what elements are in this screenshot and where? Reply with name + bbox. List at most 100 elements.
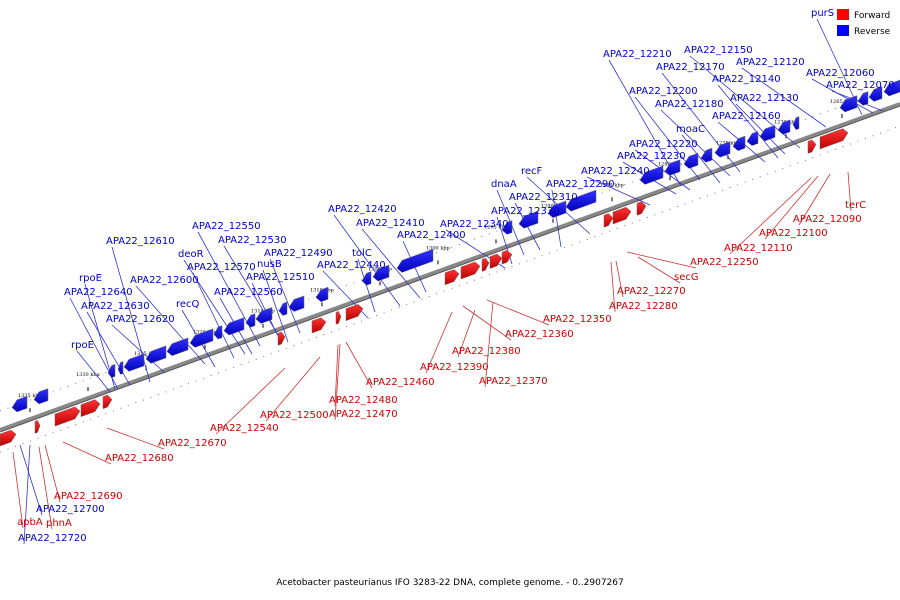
gene-label: APA22_12410 xyxy=(356,218,425,229)
label-connector-line xyxy=(831,90,884,112)
label-connector-line xyxy=(626,251,697,269)
reverse-gene-arrow xyxy=(166,337,189,356)
reverse-gene-arrow xyxy=(700,147,713,163)
forward-gene-arrow xyxy=(819,128,849,150)
gene-label: APA22_12060 xyxy=(806,68,875,79)
label-connector-line xyxy=(361,228,421,299)
label-connector-line xyxy=(334,343,341,421)
reverse-gene-arrow xyxy=(315,286,329,303)
gene-label: APA22_12470 xyxy=(329,409,398,420)
reverse-gene-arrow xyxy=(839,95,858,113)
gene-label: APA22_12560 xyxy=(214,287,283,298)
gene-label: secG xyxy=(674,272,699,283)
label-connector-line xyxy=(847,171,852,212)
gene-label: APA22_12220 xyxy=(629,139,698,150)
label-connector-line xyxy=(462,305,512,341)
forward-gene-arrow xyxy=(0,429,17,447)
gene-label: APA22_12090 xyxy=(793,214,862,225)
reverse-gene-arrow xyxy=(213,325,223,340)
scale-tick-label: 1325 kbp xyxy=(134,351,158,357)
reverse-gene-arrow xyxy=(518,210,539,229)
forward-gene-arrow xyxy=(444,269,460,286)
scale-tick-label: 1265 kbp xyxy=(830,99,854,105)
forward-gene-arrow xyxy=(277,331,286,346)
reverse-gene-arrow xyxy=(288,295,305,312)
forward-gene-arrow xyxy=(489,253,503,269)
gene-label: APA22_12530 xyxy=(218,235,287,246)
gene-label: APA22_12200 xyxy=(629,86,698,97)
forward-gene-arrow xyxy=(345,304,364,322)
label-connector-line xyxy=(135,285,206,365)
scale-tick-label: 1335 kbp xyxy=(18,393,42,399)
label-connector-line xyxy=(484,301,494,388)
gene-label: APA22_12360 xyxy=(505,329,574,340)
gene-label: nusB xyxy=(257,259,282,270)
label-connector-line xyxy=(192,272,235,359)
reverse-gene-arrow xyxy=(372,264,390,282)
genome-backbone xyxy=(0,84,900,453)
reverse-gene-arrow xyxy=(396,248,434,273)
label-connector-line xyxy=(681,134,721,184)
legend-forward-swatch xyxy=(837,9,849,20)
gene-label: moaC xyxy=(676,124,705,135)
label-connector-line xyxy=(764,175,819,240)
gene-label: APA22_12170 xyxy=(656,62,725,73)
legend-reverse-label: Reverse xyxy=(854,27,891,37)
gene-label: APA22_12610 xyxy=(106,236,175,247)
reverse-gene-arrow xyxy=(33,388,49,405)
reverse-gene-arrow xyxy=(746,131,759,146)
gene-label: APA22_12340 xyxy=(440,219,509,230)
label-connector-line xyxy=(23,444,31,545)
gene-label: APA22_12400 xyxy=(397,230,466,241)
label-connector-line xyxy=(345,341,373,389)
label-connector-line xyxy=(615,260,624,298)
forward-gene-arrow xyxy=(501,250,513,265)
label-connector-line xyxy=(457,309,476,358)
gene-label: apbA xyxy=(17,517,43,528)
label-connector-line xyxy=(717,84,779,159)
label-connector-line xyxy=(44,444,61,503)
gene-label: APA22_12120 xyxy=(736,57,805,68)
gene-label: APA22_12460 xyxy=(366,377,435,388)
gene-label: rpoE xyxy=(71,340,94,351)
reverse-gene-arrow xyxy=(777,119,791,135)
reverse-gene-arrow xyxy=(11,395,28,413)
gene-arrows xyxy=(0,79,900,447)
label-connector-line xyxy=(660,109,731,177)
gene-label: APA22_12690 xyxy=(54,491,123,502)
reverse-gene-arrow xyxy=(223,317,245,336)
reverse-gene-arrow xyxy=(639,165,664,185)
gene-label: APA22_12670 xyxy=(158,438,227,449)
label-connector-line xyxy=(106,427,165,450)
reverse-gene-arrow xyxy=(145,345,167,364)
gene-label: APA22_12180 xyxy=(655,99,724,110)
legend: Forward Reverse xyxy=(837,9,891,37)
gene-label: APA22_12160 xyxy=(712,111,781,122)
gene-label: APA22_12280 xyxy=(609,301,678,312)
reverse-gene-arrow xyxy=(714,141,731,158)
label-connector-line xyxy=(811,78,874,114)
label-connector-line xyxy=(215,367,286,435)
forward-gene-arrow xyxy=(807,139,817,154)
label-connector-line xyxy=(610,261,616,313)
gene-label: APA22_12330 xyxy=(491,206,560,217)
legend-reverse-swatch xyxy=(837,25,849,36)
label-connector-line xyxy=(637,256,681,284)
reverse-gene-arrow xyxy=(245,313,256,328)
gene-label: APA22_12100 xyxy=(759,228,828,239)
forward-gene-arrow xyxy=(612,206,632,225)
gene-label: APA22_12240 xyxy=(581,166,650,177)
scale-tick-label: 1300 kbp xyxy=(426,245,450,251)
gene-label: APA22_12510 xyxy=(246,272,315,283)
forward-gene-arrow xyxy=(311,317,327,334)
reverse-gene-arrow xyxy=(732,135,746,151)
label-connector-line xyxy=(735,103,786,155)
gene-label: APA22_12640 xyxy=(64,287,133,298)
label-connector-line xyxy=(661,72,741,173)
forward-gene-arrow xyxy=(335,311,342,325)
gene-label: terC xyxy=(845,200,866,211)
label-connector-line xyxy=(425,311,453,374)
reverse-gene-arrow xyxy=(107,363,116,378)
